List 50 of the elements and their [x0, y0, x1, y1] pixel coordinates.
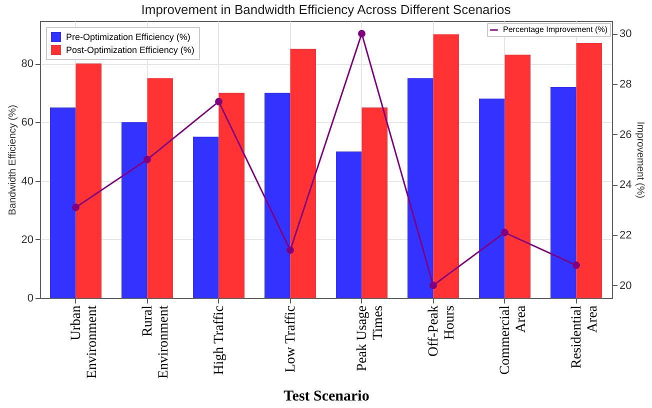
- point: [572, 262, 580, 269]
- bar: [408, 78, 434, 298]
- y-tick-label: 0: [27, 292, 34, 304]
- x-tick-label: Rural Environment: [140, 305, 172, 379]
- y2-tick-label: 30: [620, 28, 632, 40]
- point: [72, 204, 80, 212]
- y-axis-title: Bandwidth Efficiency (%): [7, 104, 18, 216]
- bar: [550, 86, 576, 298]
- x-tick-label: Commercial Area: [498, 304, 529, 375]
- chart-title: Improvement in Bandwidth Efficiency Across Different Scenarios: [141, 2, 512, 17]
- bar: [576, 42, 602, 298]
- point: [501, 228, 508, 236]
- bar: [336, 151, 362, 298]
- y2-tick-label: 24: [620, 179, 632, 192]
- y-tick-label: 40: [21, 175, 34, 188]
- bar: [290, 48, 316, 298]
- point: [215, 98, 222, 106]
- legend-label: Post-Optimization Efficiency (%): [66, 45, 194, 55]
- bar: [264, 92, 290, 298]
- legend-label: Pre-Optimization Efficiency (%): [66, 32, 190, 42]
- y2-tick-label: 26: [620, 128, 632, 141]
- bar: [50, 107, 76, 298]
- x-axis-title: Test Scenario: [284, 388, 370, 405]
- bar: [122, 122, 148, 298]
- x-tick-label: Off-Peak Hours: [426, 306, 458, 357]
- bar: [479, 98, 505, 298]
- bar: [193, 136, 219, 298]
- x-tick-label: Residential Area: [569, 304, 600, 368]
- x-tick-label: High Traffic: [212, 306, 227, 375]
- y2-tick-label: 22: [620, 230, 632, 242]
- y2-tick-label: 20: [620, 280, 632, 292]
- y-tick-label: 20: [21, 234, 34, 246]
- y-tick-label: 60: [21, 116, 34, 129]
- point: [286, 246, 294, 254]
- point: [430, 282, 437, 290]
- legend-label: Percentage Improvement (%): [503, 25, 608, 34]
- x-tick-label: Urban Environment: [68, 305, 100, 379]
- bar: [433, 34, 459, 298]
- y-tick-label: 80: [21, 58, 34, 70]
- bar: [76, 64, 102, 298]
- bar: [218, 92, 244, 298]
- y2-tick-label: 28: [620, 78, 632, 90]
- bar: [504, 54, 530, 298]
- x-tick-label: Low Traffic: [283, 306, 298, 373]
- bar: [362, 107, 388, 298]
- y2-axis-title: Improvement (%): [634, 122, 646, 198]
- x-tick-label: Peak Usage Times: [354, 306, 386, 372]
- point: [358, 30, 366, 38]
- bar: [147, 78, 173, 298]
- point: [144, 156, 151, 164]
